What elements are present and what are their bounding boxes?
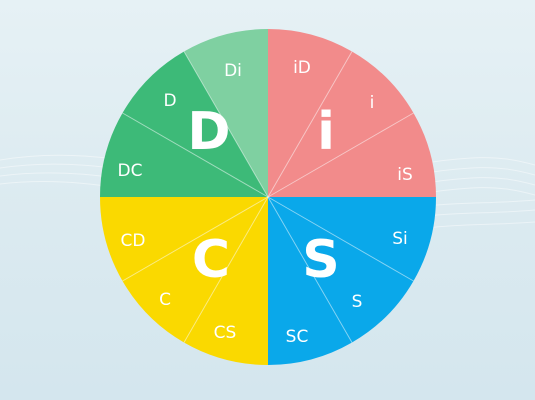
segment-label-s: S: [352, 292, 363, 312]
quadrant-label-c: C: [192, 230, 230, 290]
segment-cd: [99, 197, 268, 281]
segment-sc: [268, 197, 352, 365]
segment-dividers: [122, 51, 414, 343]
segment-dc: [99, 113, 268, 197]
segment-label-di: Di: [224, 61, 242, 81]
segment-s: [268, 197, 414, 343]
segment-label-sc: SC: [286, 327, 309, 347]
wheel-segments: [99, 29, 436, 365]
quadrant-labels: D i S C: [187, 102, 339, 290]
quadrant-label-s: S: [302, 230, 339, 290]
segment-label-dc: DC: [118, 161, 143, 181]
segment-di: [184, 29, 268, 197]
segment-d: [122, 51, 268, 197]
segment-label-is: iS: [397, 165, 413, 185]
segment-label-id: iD: [293, 58, 311, 78]
segment-labels: Di D DC iD i iS Si S SC CS C CD: [118, 58, 413, 347]
segment-id: [268, 29, 352, 197]
segment-c: [122, 197, 268, 343]
segment-label-cs: CS: [214, 323, 237, 343]
segment-label-c: C: [159, 290, 171, 310]
quadrant-label-i: i: [317, 102, 335, 162]
segment-label-i: i: [370, 93, 375, 113]
segment-si: [268, 197, 436, 281]
quadrant-label-d: D: [187, 102, 230, 162]
segment-label-cd: CD: [121, 231, 146, 251]
segment-i: [268, 51, 414, 197]
segment-label-si: Si: [392, 229, 408, 249]
segment-label-d: D: [163, 91, 176, 111]
segment-is: [268, 113, 436, 197]
segment-cs: [184, 197, 268, 365]
